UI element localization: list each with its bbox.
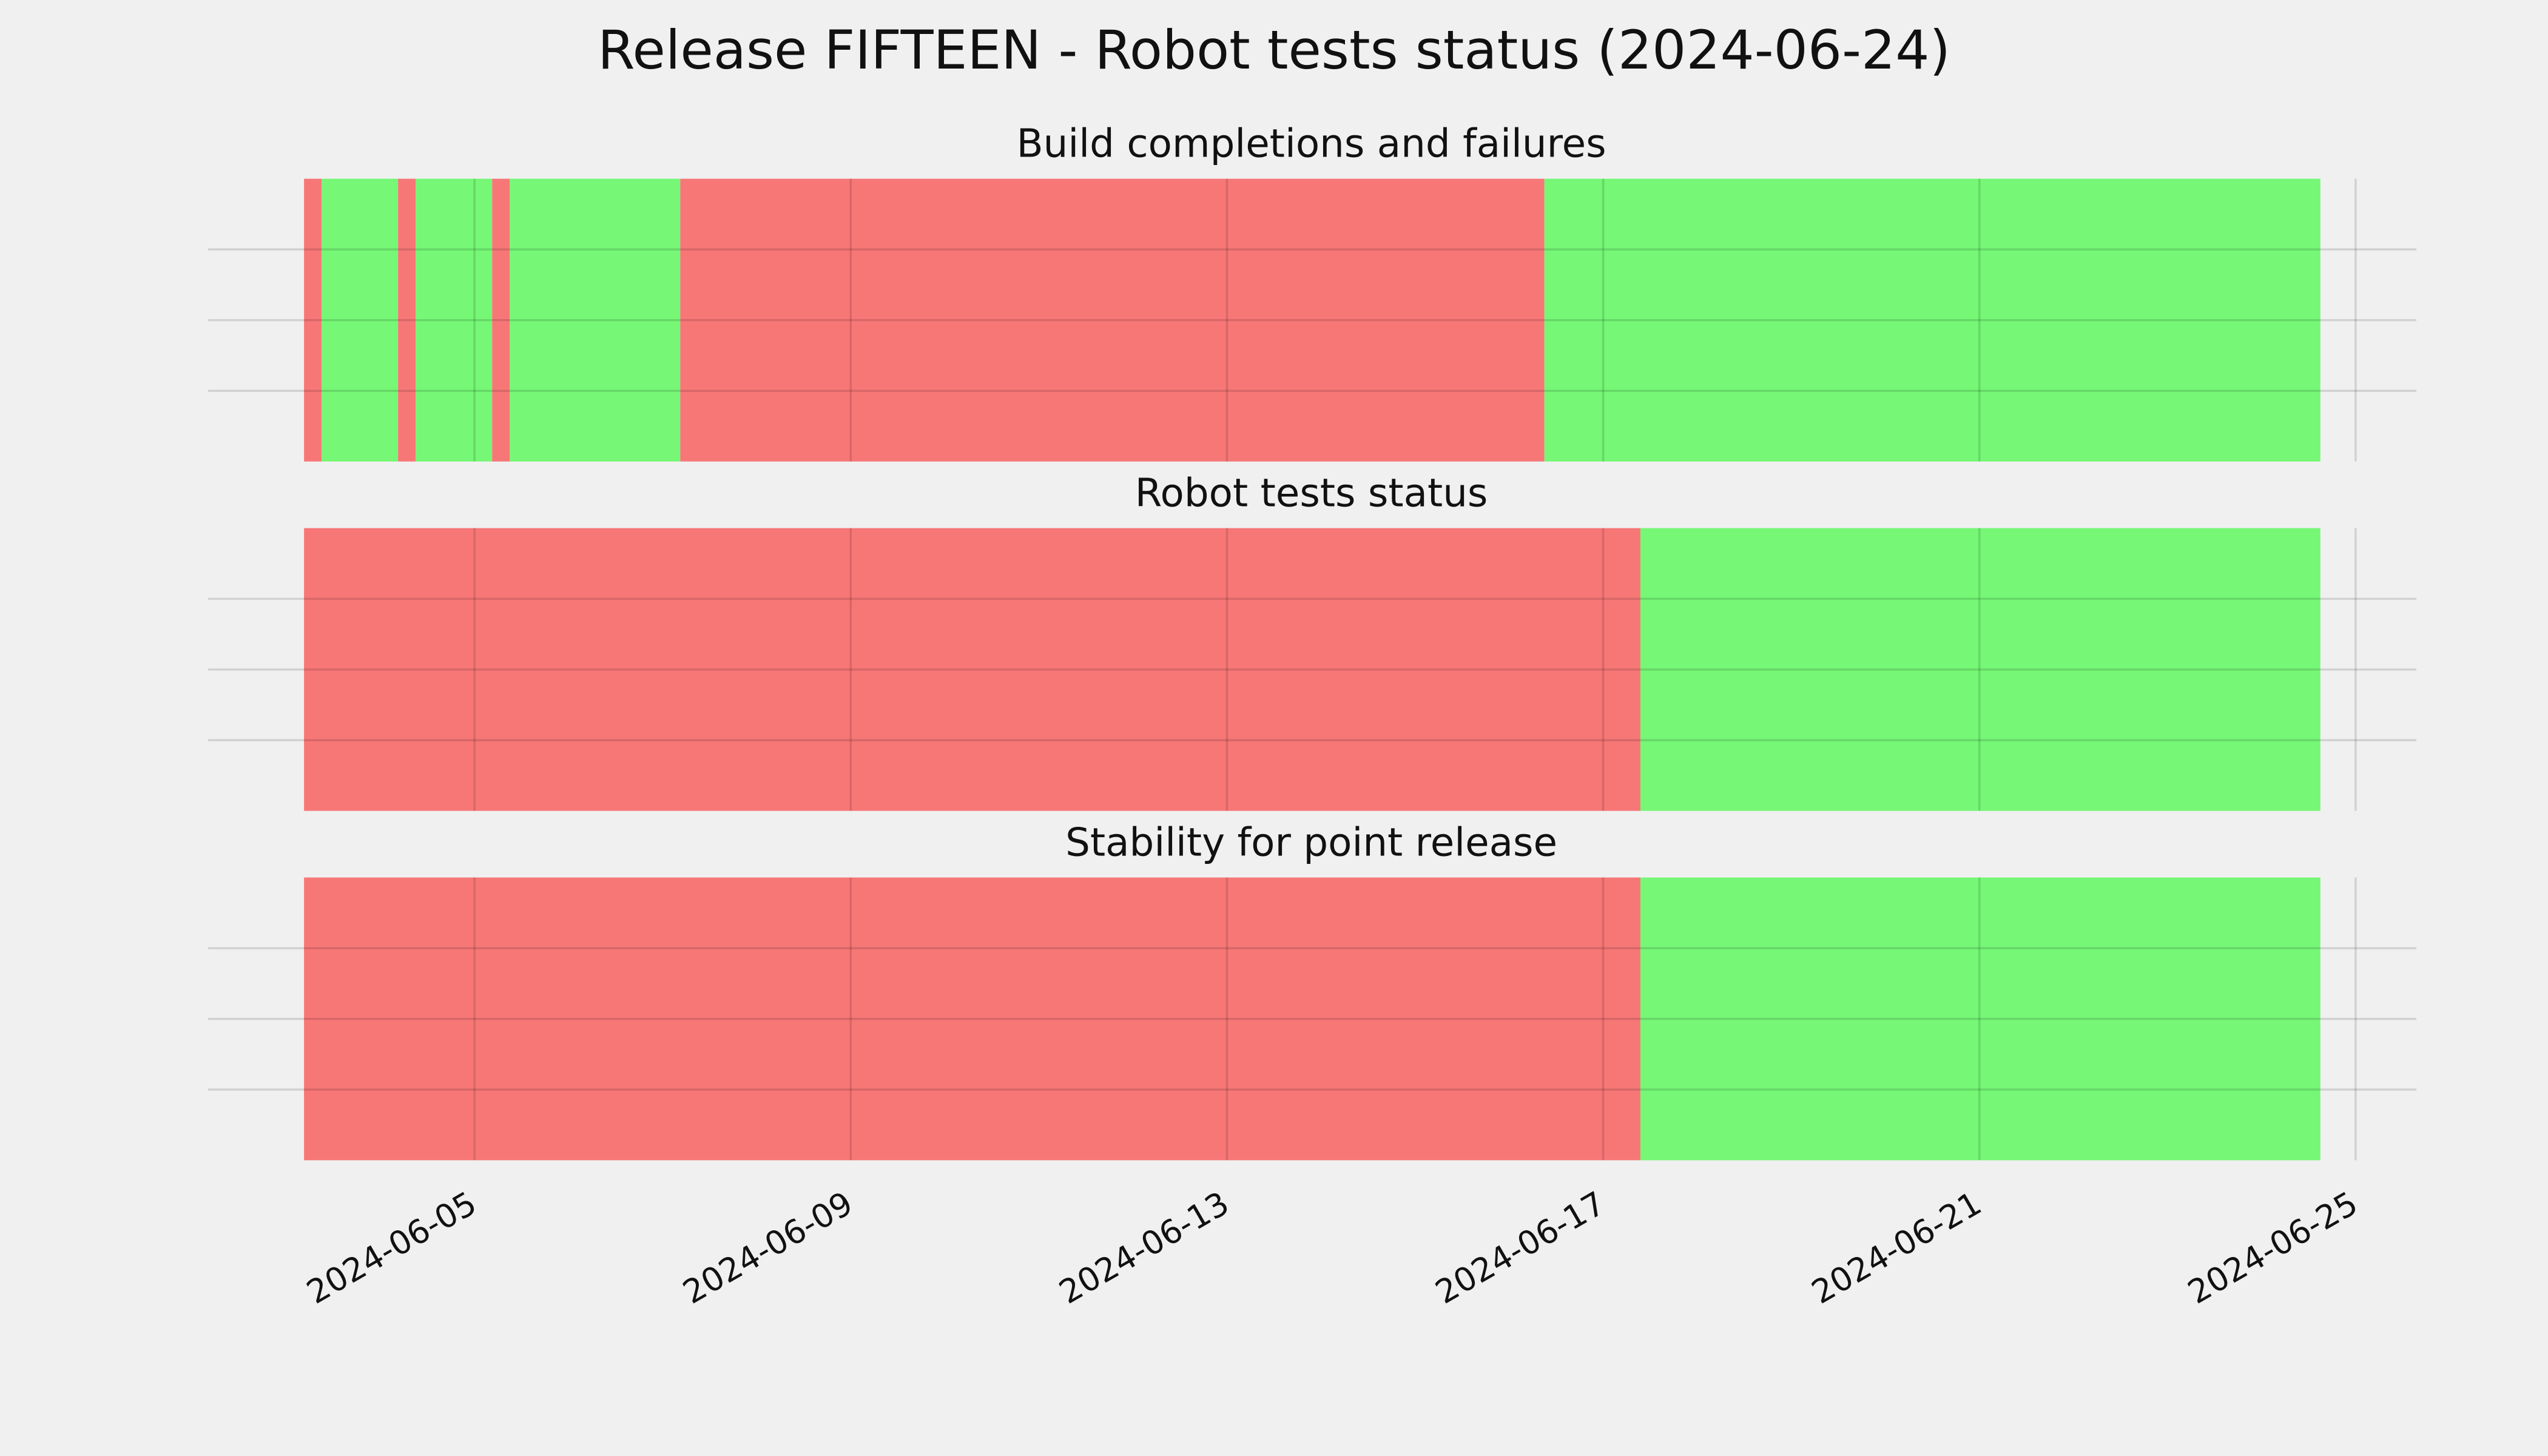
status-span [680, 178, 1545, 462]
status-span [492, 178, 510, 462]
status-span [304, 877, 1640, 1161]
status-span [1640, 528, 2320, 811]
panel-title: Robot tests status [1135, 471, 1488, 516]
chart-title: Release FIFTEEN - Robot tests status (20… [598, 19, 1950, 81]
panel-title: Build completions and failures [1017, 121, 1606, 167]
status-span [510, 178, 681, 462]
status-span [398, 178, 416, 462]
status-span [1544, 178, 2320, 462]
status-span [304, 528, 1640, 811]
status-span [416, 178, 493, 462]
status-span [304, 178, 322, 462]
status-span [1640, 877, 2320, 1161]
panel-title: Stability for point release [1065, 820, 1557, 865]
status-span [322, 178, 399, 462]
